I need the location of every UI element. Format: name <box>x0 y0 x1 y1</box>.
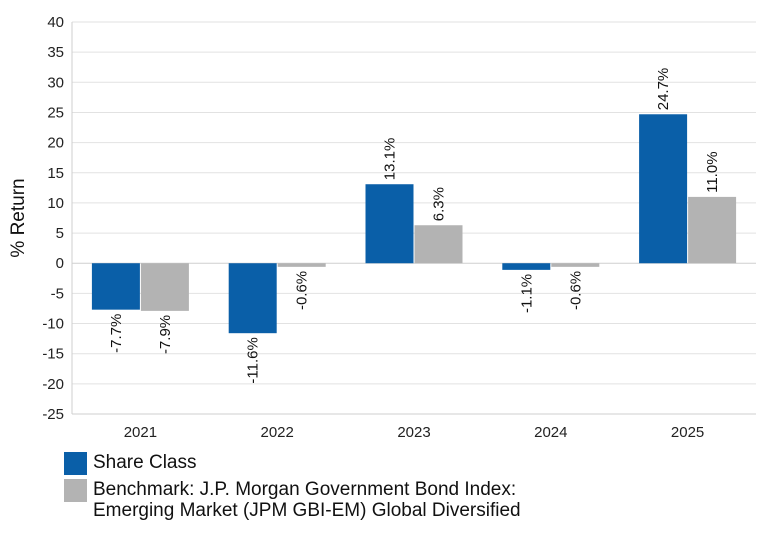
y-tick-label: 10 <box>47 195 64 212</box>
bar-benchmark-2022 <box>277 263 326 267</box>
bar-benchmark-2023 <box>414 225 463 264</box>
x-tick-label: 2023 <box>397 424 430 441</box>
x-axis-ticks: 2021 2022 2023 2024 2025 <box>124 424 705 441</box>
x-tick-label: 2022 <box>261 424 294 441</box>
y-tick-label: -5 <box>51 285 64 302</box>
bars <box>91 114 737 334</box>
legend-label-share-class: Share Class <box>93 452 197 473</box>
data-label: 6.3% <box>431 187 448 221</box>
legend: Share Class Benchmark: J.P. Morgan Gover… <box>64 452 764 547</box>
data-label: -0.6% <box>567 271 584 310</box>
y-tick-label: -25 <box>42 406 64 423</box>
y-tick-label: -15 <box>42 346 64 363</box>
y-tick-label: 20 <box>47 135 64 152</box>
y-tick-label: -20 <box>42 376 64 393</box>
y-tick-label: 5 <box>56 225 64 242</box>
y-tick-label: 25 <box>47 104 64 121</box>
data-label: 13.1% <box>382 138 399 181</box>
y-tick-label: 15 <box>47 165 64 182</box>
bar-benchmark-2024 <box>551 263 600 267</box>
y-tick-label: 0 <box>56 255 64 272</box>
data-label: -0.6% <box>294 271 311 310</box>
legend-item-benchmark: Benchmark: J.P. Morgan Government Bond I… <box>64 479 764 543</box>
data-labels: -7.7% -7.9% -11.6% -0.6% 13.1% 6.3% -1.1% -0.6%… <box>108 68 721 384</box>
y-tick-label: -10 <box>42 316 64 333</box>
x-tick-label: 2021 <box>124 424 157 441</box>
legend-label-benchmark: Benchmark: J.P. Morgan Government Bond I… <box>93 479 521 521</box>
data-label: 11.0% <box>704 151 721 192</box>
bar-share-class-2022 <box>228 263 277 334</box>
data-label: -7.9% <box>157 315 174 354</box>
y-axis-label: % Return <box>8 178 29 257</box>
legend-item-share-class: Share Class <box>64 452 764 475</box>
data-label: -1.1% <box>518 274 535 313</box>
bar-share-class-2025 <box>639 114 688 264</box>
legend-swatch-share-class <box>64 452 87 475</box>
bar-benchmark-2025 <box>688 196 737 264</box>
data-label: -7.7% <box>108 314 125 353</box>
bar-chart: 40 35 30 25 20 15 10 5 0 -5 -10 -15 -20 -25 -7.7% -7.9… <box>8 14 756 441</box>
bar-share-class-2021 <box>91 263 140 310</box>
bar-benchmark-2021 <box>140 263 189 311</box>
y-tick-label: 40 <box>47 14 64 31</box>
bar-share-class-2023 <box>365 184 414 264</box>
data-label: 24.7% <box>655 68 672 111</box>
legend-swatch-benchmark <box>64 479 87 502</box>
x-tick-label: 2025 <box>671 424 704 441</box>
y-tick-label: 30 <box>47 74 64 91</box>
bar-share-class-2024 <box>502 263 551 270</box>
x-tick-label: 2024 <box>534 424 567 441</box>
y-tick-label: 35 <box>47 44 64 61</box>
y-axis-ticks: 40 35 30 25 20 15 10 5 0 -5 -10 -15 -20 -25 <box>42 14 64 423</box>
gridlines <box>71 21 756 415</box>
data-label: -11.6% <box>245 337 262 383</box>
